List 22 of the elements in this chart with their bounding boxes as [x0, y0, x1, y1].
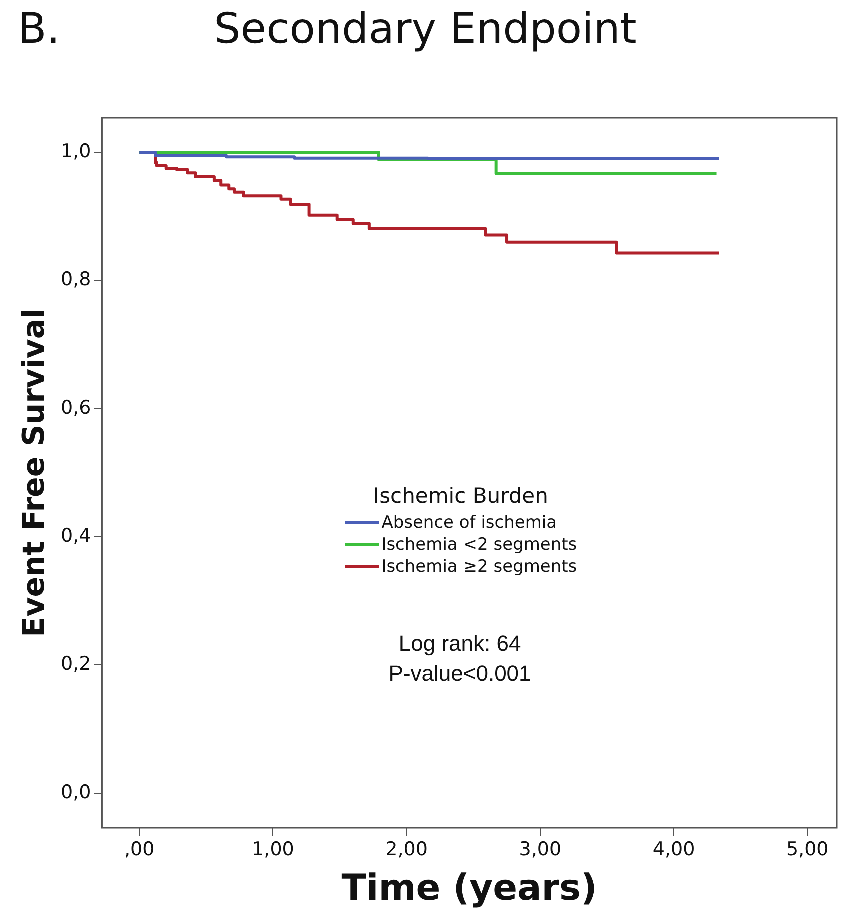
- y-tick-label: 0,2: [61, 653, 92, 676]
- legend-title: Ischemic Burden: [372, 484, 550, 508]
- x-tick-label: ,00: [124, 838, 155, 860]
- x-tick-label: 3,00: [519, 838, 562, 860]
- legend-label: Ischemia <2 segments: [382, 534, 578, 555]
- y-tick-label: 1,0: [61, 140, 92, 163]
- legend-label: Ischemia ≥2 segments: [382, 556, 578, 577]
- y-tick-label: 0,0: [61, 781, 92, 804]
- legend-label: Absence of ischemia: [382, 512, 558, 533]
- x-tick-label: 2,00: [386, 838, 428, 860]
- x-tick-label: 5,00: [786, 838, 829, 860]
- y-tick-label: 0,4: [61, 525, 92, 548]
- x-axis-title: Time (years): [342, 868, 598, 909]
- y-tick-label: 0,8: [61, 268, 92, 291]
- y-tick-label: 0,6: [61, 396, 92, 419]
- text: B.: [18, 4, 60, 53]
- annotation: P-value<0.001: [388, 660, 532, 688]
- annotation: Log rank: 64: [398, 630, 522, 658]
- x-tick-label: 4,00: [652, 838, 696, 860]
- y-axis-title: Event Free Survival: [16, 308, 52, 638]
- chart-title: Secondary Endpoint: [214, 4, 637, 53]
- x-tick-label: 1,00: [252, 838, 294, 860]
